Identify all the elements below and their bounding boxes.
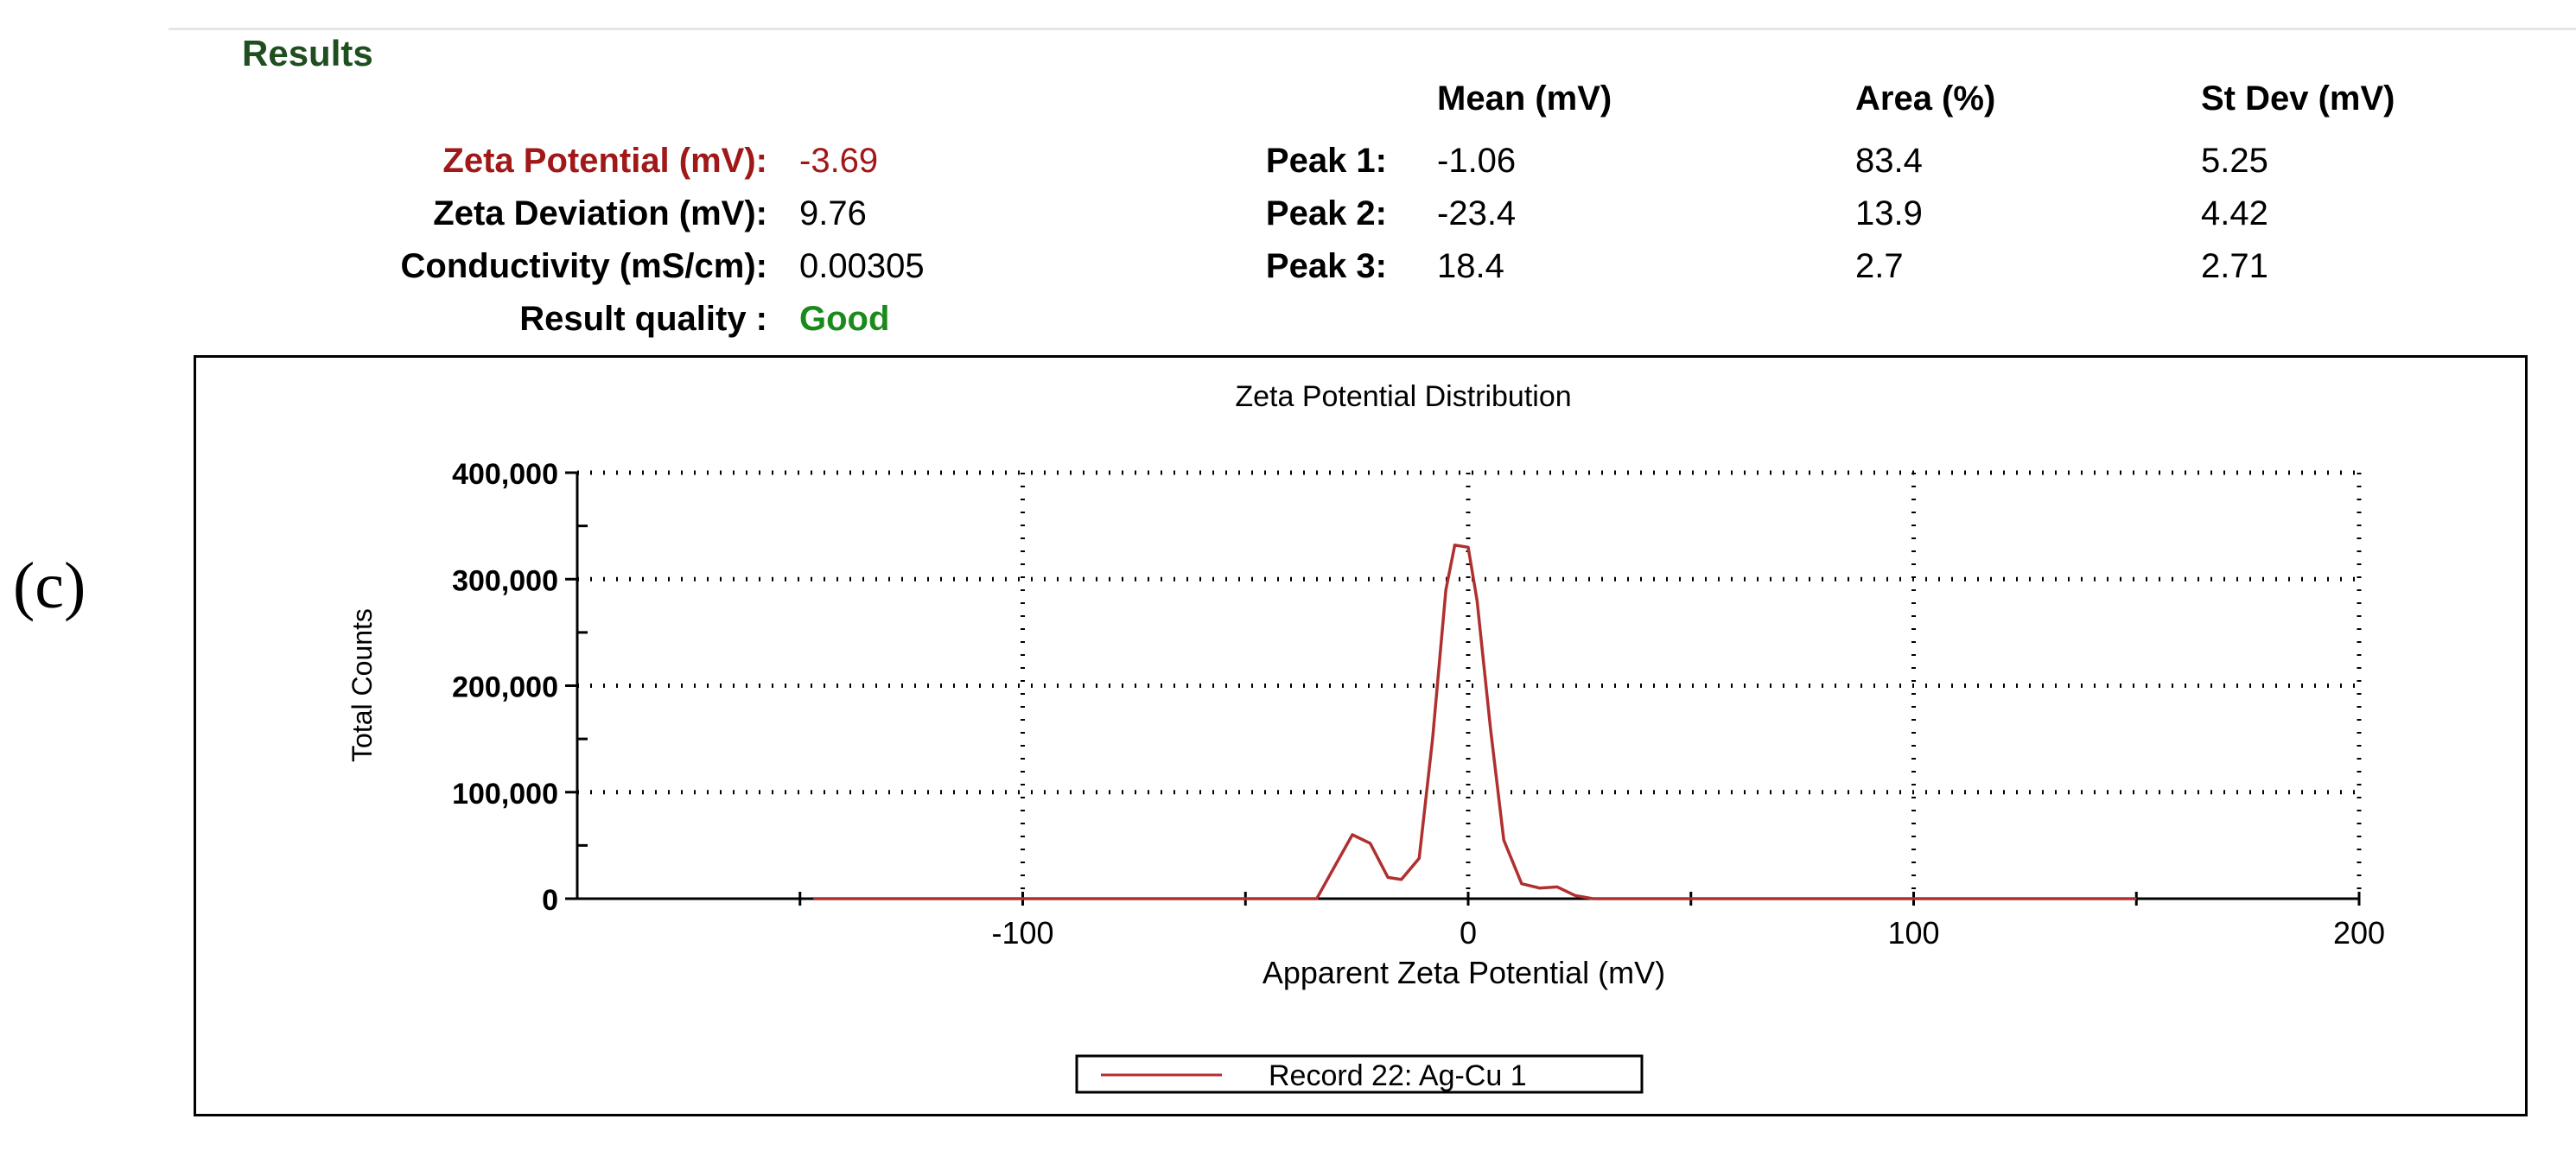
legend-label-0: Record 22: Ag-Cu 1 <box>1269 1059 1527 1092</box>
peak-3-mean: 18.4 <box>1437 247 1504 285</box>
x-axis-label: Apparent Zeta Potential (mV) <box>1263 955 1665 990</box>
conductivity-value: 0.00305 <box>799 247 925 285</box>
peak-3-stdev: 2.71 <box>2201 247 2268 285</box>
peak-1-mean: -1.06 <box>1437 142 1517 180</box>
chart-title: Zeta Potential Distribution <box>1235 380 1571 413</box>
y-tick-label-3: 300,000 <box>452 564 558 597</box>
peak-1-stdev: 5.25 <box>2201 142 2268 180</box>
y-tick-label-4: 400,000 <box>452 458 558 491</box>
mean-header: Mean (mV) <box>1437 79 1612 118</box>
result-quality-label: Result quality : <box>519 300 767 338</box>
chart-frame <box>194 355 2528 1116</box>
x-tick-label-0: -100 <box>991 915 1053 951</box>
top-divider <box>169 28 2576 30</box>
zeta-deviation-label: Zeta Deviation (mV): <box>433 194 767 232</box>
x-tick-label-2: 100 <box>1887 915 1939 951</box>
y-tick-label-1: 100,000 <box>452 778 558 811</box>
series-line-0 <box>813 544 2137 900</box>
y-axis-label: Total Counts <box>347 608 378 762</box>
peak-3-label: Peak 3: <box>1265 247 1387 285</box>
peak-2-label: Peak 2: <box>1265 194 1387 232</box>
peak-3-area: 2.7 <box>1855 247 1904 285</box>
conductivity-label: Conductivity (mS/cm): <box>400 247 767 285</box>
peak-1-label: Peak 1: <box>1265 142 1387 180</box>
panel-label: (c) <box>13 550 86 622</box>
stdev-header: St Dev (mV) <box>2201 79 2395 118</box>
y-tick-label-2: 200,000 <box>452 671 558 704</box>
peak-2-mean: -23.4 <box>1437 194 1517 232</box>
peak-2-area: 13.9 <box>1855 194 1923 232</box>
x-tick-label-3: 200 <box>2333 915 2385 951</box>
y-tick-label-0: 0 <box>542 884 558 917</box>
area-header: Area (%) <box>1855 79 1996 118</box>
x-tick-label-1: 0 <box>1460 915 1477 951</box>
zeta-deviation-value: 9.76 <box>799 194 867 232</box>
peak-1-area: 83.4 <box>1855 142 1923 180</box>
zeta-potential-label: Zeta Potential (mV): <box>442 142 767 180</box>
zeta-potential-value: -3.69 <box>799 142 879 180</box>
results-title: Results <box>242 33 373 73</box>
peak-2-stdev: 4.42 <box>2201 194 2268 232</box>
result-quality-value: Good <box>799 300 890 338</box>
